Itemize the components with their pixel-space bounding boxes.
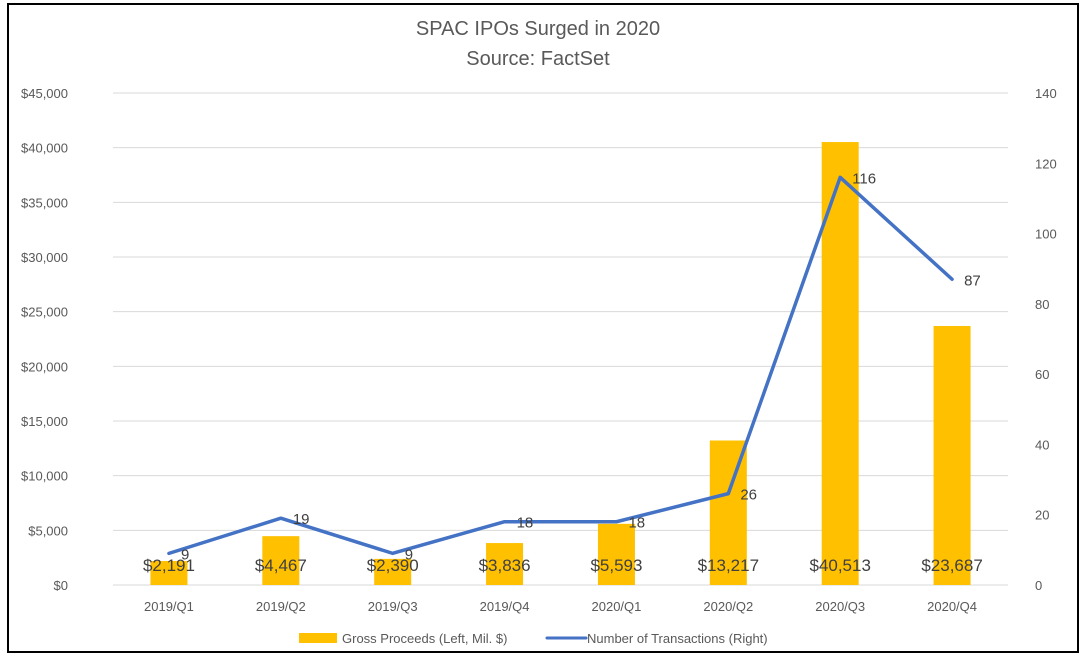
right-tick-label: 60 [1035,367,1049,382]
bar-2020-q1[interactable] [597,523,635,585]
chart-title: SPAC IPOs Surged in 2020 [416,18,660,40]
left-tick-label: $30,000 [21,250,68,265]
left-tick-label: $0 [54,578,68,593]
legend-label-transactions: Number of Transactions (Right) [587,631,768,646]
right-tick-label: 40 [1035,437,1049,452]
left-tick-label: $40,000 [21,141,68,156]
bar-2019-q4[interactable] [486,543,524,585]
line-data-labels: 9 19 9 18 18 26 116 87 [181,170,981,563]
right-tick-label: 0 [1035,578,1042,593]
line-data-label: 116 [852,170,876,187]
legend-label-gross-proceeds: Gross Proceeds (Left, Mil. $) [342,631,507,646]
left-tick-label: $10,000 [21,469,68,484]
bar-2019-q1[interactable] [150,561,188,585]
category-label: 2020/Q1 [592,599,642,614]
category-label: 2019/Q2 [256,599,306,614]
left-tick-label: $35,000 [21,195,68,210]
left-tick-label: $5,000 [28,523,68,538]
category-label: 2020/Q2 [703,599,753,614]
line-data-label: 18 [628,515,645,532]
category-label: 2020/Q4 [927,599,977,614]
chart-subtitle: Source: FactSet [466,48,610,70]
bar-2020-q2[interactable] [709,440,747,585]
bar-data-label: $40,513 [809,556,870,575]
right-axis: 0 20 40 60 80 100 120 140 [1035,86,1057,593]
right-tick-label: 20 [1035,508,1049,523]
bar-2020-q4[interactable] [933,326,971,585]
bar-data-label: $4,467 [255,556,307,575]
bar-data-label: $2,390 [367,556,419,575]
bar-data-label: $5,593 [590,556,642,575]
legend-swatch-gross-proceeds [299,633,337,643]
right-tick-label: 120 [1035,156,1057,171]
right-tick-label: 100 [1035,227,1057,242]
left-tick-label: $25,000 [21,305,68,320]
bar-series [150,142,971,585]
bar-data-label: $13,217 [698,556,759,575]
bar-data-labels: $2,191 $4,467 $2,390 $3,836 $5,593 $13,217 $40… [143,556,983,575]
line-data-label: 26 [740,487,757,504]
left-tick-label: $45,000 [21,86,68,101]
left-tick-label: $20,000 [21,359,68,374]
line-data-label: 87 [964,272,981,289]
bar-2019-q2[interactable] [262,536,300,585]
bar-data-label: $2,191 [143,556,195,575]
transactions-line[interactable] [167,175,954,556]
bar-data-label: $23,687 [921,556,982,575]
line-data-label: 18 [517,515,534,532]
right-tick-label: 80 [1035,297,1049,312]
chart-frame [7,3,1079,653]
line-series [167,175,954,556]
bar-data-label: $3,836 [479,556,531,575]
category-label: 2019/Q4 [480,599,530,614]
left-tick-label: $15,000 [21,414,68,429]
legend[interactable]: Gross Proceeds (Left, Mil. $) Number of … [299,631,768,646]
left-axis: $0 $5,000 $10,000 $15,000 $20,000 $25,000 $30,… [21,86,68,593]
category-label: 2019/Q3 [368,599,418,614]
category-axis: 2019/Q1 2019/Q2 2019/Q3 2019/Q4 2020/Q1 2020/… [144,599,977,614]
right-tick-label: 140 [1035,86,1057,101]
category-label: 2019/Q1 [144,599,194,614]
line-data-label: 9 [181,546,189,563]
bar-2020-q3[interactable] [821,142,859,585]
category-label: 2020/Q3 [815,599,865,614]
line-data-label: 19 [293,511,310,528]
gridlines [113,92,1008,586]
line-data-label: 9 [405,546,413,563]
bar-2019-q3[interactable] [374,558,412,585]
